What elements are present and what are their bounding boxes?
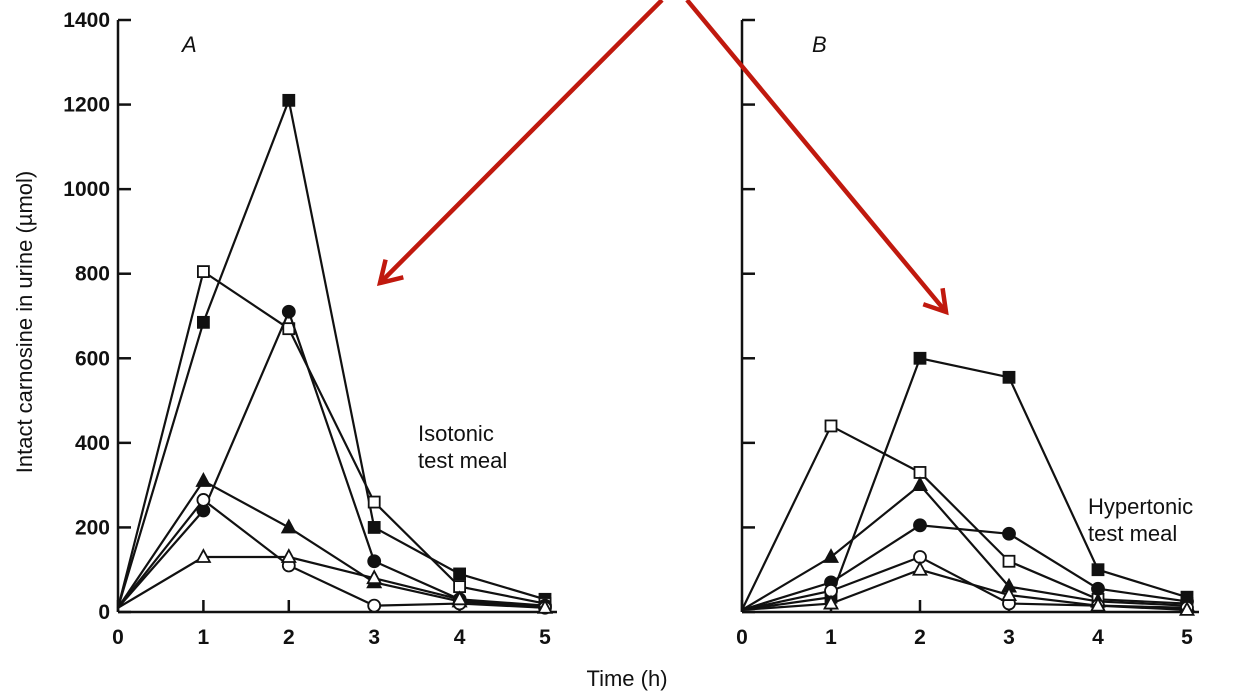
a-data-point xyxy=(196,265,210,279)
b-series-line xyxy=(741,568,1188,611)
a-data-point xyxy=(367,554,382,569)
b-x-tick-label: 5 xyxy=(1181,626,1193,649)
a-x-tick-label: 3 xyxy=(368,626,380,649)
b-x-tick-label: 4 xyxy=(1092,626,1104,649)
b-x-tick-label: 2 xyxy=(914,626,926,649)
x-axis-title: Time (h) xyxy=(586,666,667,691)
a-data-point xyxy=(280,518,297,534)
a-series-line xyxy=(116,96,546,609)
b-data-point xyxy=(1178,600,1196,616)
a-y-tick-label: 0 xyxy=(98,601,110,624)
b-x-tick-label: 0 xyxy=(736,626,748,649)
red-arrow-shaft xyxy=(685,0,948,314)
a-annotation: Isotonic test meal xyxy=(418,421,507,473)
a-y-tick-label: 1400 xyxy=(63,9,110,32)
b-data-point xyxy=(911,476,929,492)
a-data-point xyxy=(453,567,467,581)
a-data-point xyxy=(367,598,382,613)
a-data-point xyxy=(280,548,297,563)
a-series-line xyxy=(117,555,546,609)
a-data-point xyxy=(281,304,296,319)
b-data-point xyxy=(822,594,840,610)
b-data-point xyxy=(1002,526,1016,541)
red-arrow-head xyxy=(922,287,949,316)
a-data-point xyxy=(195,548,212,563)
b-panel-letter: B xyxy=(812,32,827,57)
b-data-point xyxy=(913,351,927,365)
b-data-point xyxy=(1002,370,1016,384)
a-x-tick-label: 4 xyxy=(454,626,466,649)
a-y-tick-label: 200 xyxy=(75,516,110,539)
b-x-tick-label: 1 xyxy=(825,626,837,649)
b-annotation: Hypertonic test meal xyxy=(1088,494,1193,546)
b-data-point xyxy=(824,419,838,433)
b-data-point xyxy=(911,560,929,576)
panel-b-chart: 0 1 2 3 4 5 B Hypertonic test meal xyxy=(736,18,1199,649)
a-data-point xyxy=(451,590,468,606)
a-data-point xyxy=(195,472,212,487)
b-data-point xyxy=(1089,596,1107,612)
a-y-tick-label: 800 xyxy=(75,263,110,286)
a-data-point xyxy=(366,569,383,585)
b-series-open-triangle xyxy=(741,560,1196,616)
b-series-line xyxy=(741,424,1188,611)
a-y-tick-label: 1200 xyxy=(63,94,110,117)
b-data-point xyxy=(822,548,840,563)
panel-a-chart: 0 200 400 600 800 1000 1200 1400 0 1 2 3 4 5 Intact ca… xyxy=(12,9,557,649)
a-data-point xyxy=(196,315,210,329)
a-data-point xyxy=(282,93,296,107)
a-y-tick-label: 400 xyxy=(75,432,110,455)
a-series-line xyxy=(117,498,546,609)
a-x-tick-label: 2 xyxy=(283,626,295,649)
a-panel-letter: A xyxy=(180,32,197,57)
a-y-tick-label: 600 xyxy=(75,347,110,370)
a-y-tick-label: 1000 xyxy=(63,178,110,201)
a-data-point xyxy=(367,521,381,534)
b-series-line xyxy=(741,483,1188,611)
b-x-tick-label: 3 xyxy=(1003,626,1015,649)
b-series-filled-square xyxy=(741,351,1194,611)
a-data-point xyxy=(196,493,211,507)
b-data-point xyxy=(1000,586,1018,601)
a-series-open-triangle xyxy=(117,548,554,614)
a-data-point xyxy=(536,598,554,614)
a-x-tick-label: 1 xyxy=(198,626,210,649)
b-data-point xyxy=(1091,563,1105,577)
b-series-line xyxy=(741,357,1188,611)
b-data-point xyxy=(1002,554,1016,568)
a-series-line xyxy=(117,479,546,609)
a-y-axis-title: Intact carnosine in urine (µmol) xyxy=(12,171,37,473)
red-arrow-head xyxy=(376,259,404,287)
red-arrow-shaft xyxy=(378,0,664,285)
a-x-tick-label: 5 xyxy=(539,626,551,649)
b-series-line xyxy=(741,524,1188,611)
a-data-point xyxy=(367,495,381,509)
a-series-line xyxy=(116,269,546,609)
a-x-tick-label: 0 xyxy=(112,626,124,649)
b-data-point xyxy=(913,518,927,533)
annotation-arrows xyxy=(376,0,949,316)
